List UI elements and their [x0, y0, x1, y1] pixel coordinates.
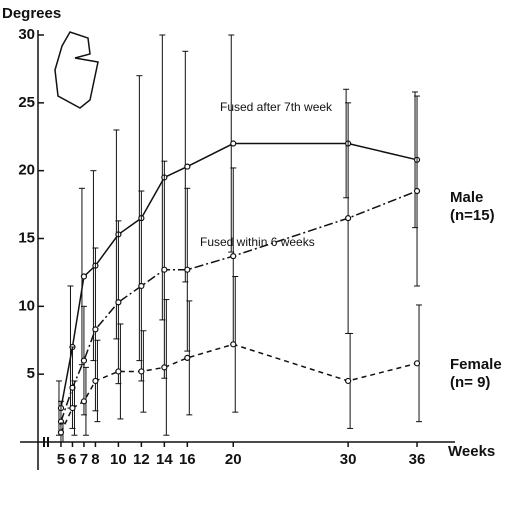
point: [80, 273, 88, 280]
y-tick-label: 5: [27, 365, 35, 382]
point: [413, 187, 421, 195]
x-tick-label: 20: [225, 451, 242, 468]
x-tick-label: 30: [340, 451, 357, 468]
x-tick-label: 16: [179, 451, 196, 468]
point: [80, 357, 88, 364]
point: [138, 282, 145, 290]
point: [184, 266, 191, 273]
x-axis-label: Weeks: [448, 443, 495, 460]
point: [345, 377, 352, 385]
annotation: (n= 9): [450, 374, 490, 391]
y-tick-label: 20: [18, 162, 35, 179]
point: [230, 341, 237, 348]
point: [80, 398, 88, 405]
point: [92, 326, 99, 333]
vertebra-sketch: [54, 31, 99, 109]
x-tick-label: 36: [409, 451, 426, 468]
annotation: (n=15): [450, 207, 495, 224]
point: [230, 253, 237, 260]
series-line: [60, 142, 418, 409]
point: [57, 429, 65, 436]
point: [161, 266, 168, 273]
y-tick-label: 15: [18, 229, 35, 246]
point: [138, 368, 145, 375]
point: [413, 360, 421, 367]
x-tick-label: 10: [110, 451, 127, 468]
y-tick-label: 30: [18, 26, 35, 43]
x-tick-label: 7: [80, 451, 88, 468]
x-tick-label: 14: [156, 451, 173, 468]
point: [345, 215, 352, 222]
series-line: [60, 190, 418, 422]
point: [115, 368, 122, 375]
x-tick-label: 8: [91, 451, 99, 468]
point: [115, 299, 122, 306]
point: [92, 377, 99, 385]
y-tick-label: 10: [18, 297, 35, 314]
axis-break: [43, 437, 49, 447]
series-label: Fused within 6 weeks: [200, 235, 315, 249]
point: [230, 140, 237, 147]
y-axis-label: Degrees: [2, 5, 61, 22]
y-tick-label: 25: [18, 94, 35, 111]
annotation: Male: [450, 189, 483, 206]
point: [161, 364, 168, 371]
x-tick-label: 6: [68, 451, 76, 468]
series-line: [60, 343, 418, 433]
point: [184, 354, 191, 361]
point: [69, 404, 76, 412]
series-label: Fused after 7th week: [220, 100, 333, 114]
x-tick-label: 12: [133, 451, 150, 468]
x-tick-label: 5: [57, 451, 65, 468]
point: [184, 163, 191, 170]
series-label: Female: [450, 356, 502, 373]
